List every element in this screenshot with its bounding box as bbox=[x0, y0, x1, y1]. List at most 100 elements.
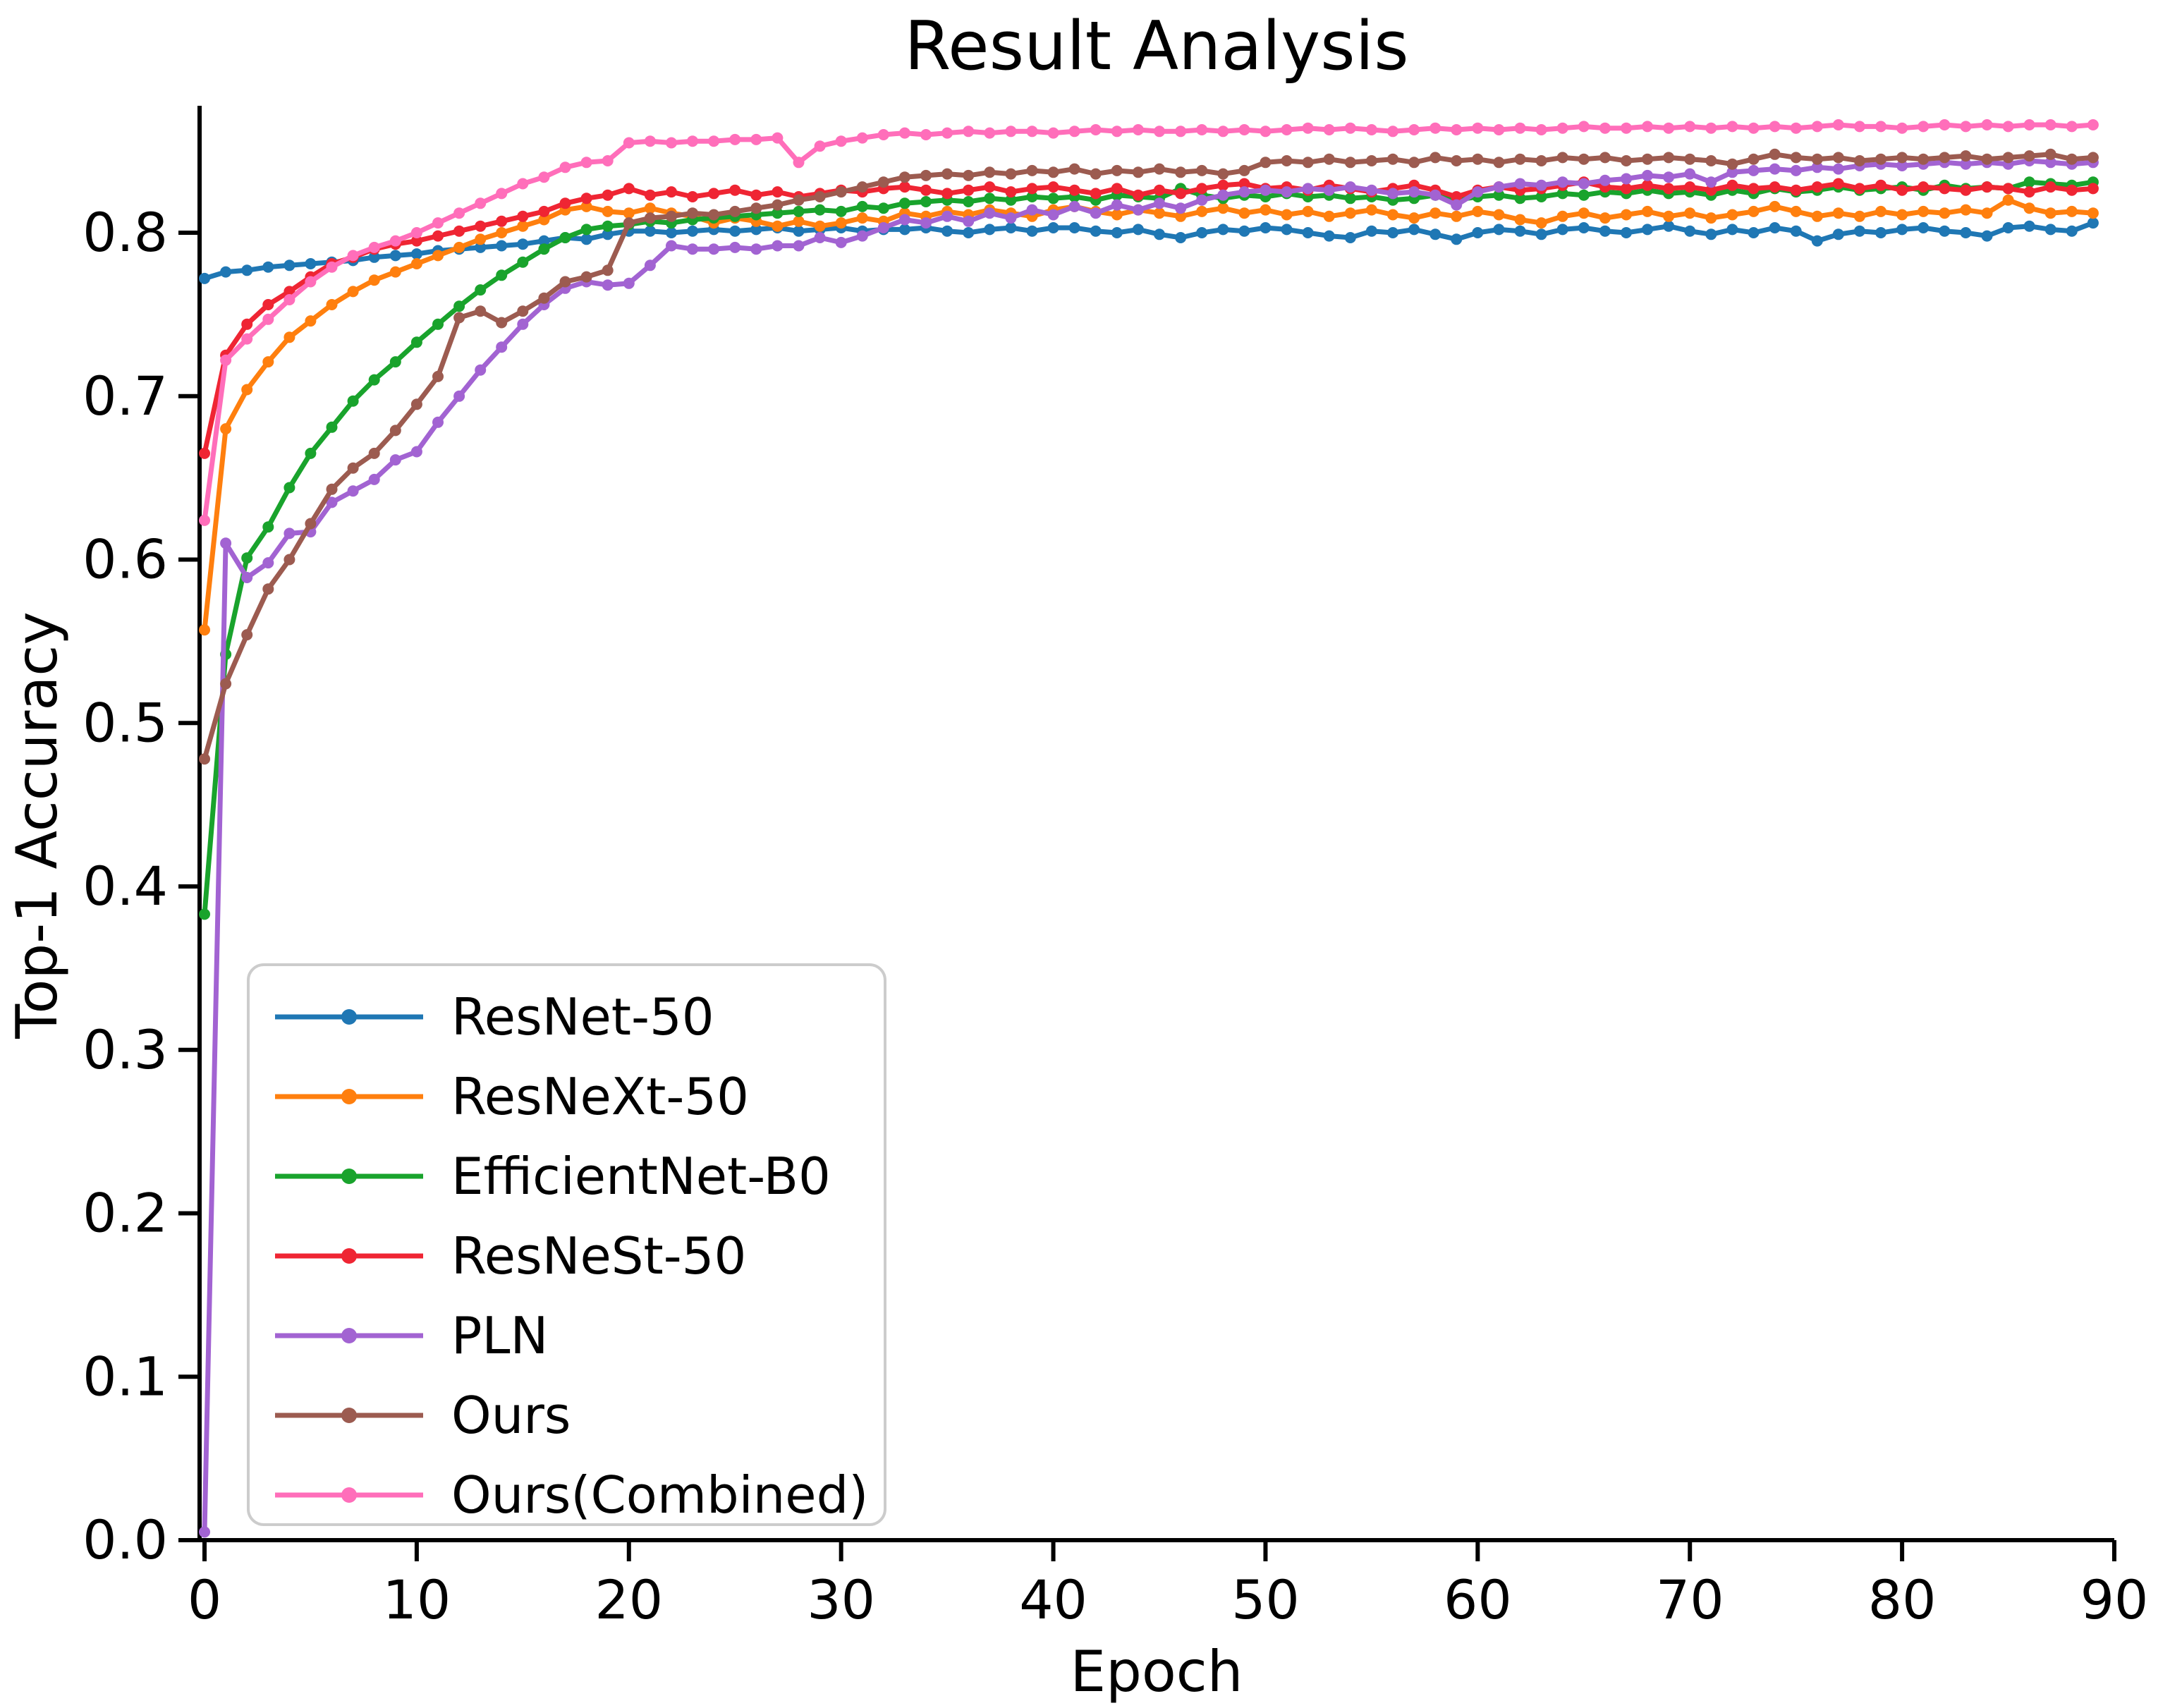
y-tick-label-8: 0.8 bbox=[83, 201, 168, 264]
y-tick-label-3: 0.3 bbox=[83, 1018, 168, 1081]
series-marker bbox=[1832, 119, 1844, 130]
series-marker bbox=[1811, 153, 1823, 165]
series-marker bbox=[347, 462, 359, 474]
series-marker bbox=[389, 235, 401, 247]
series-marker bbox=[1217, 202, 1229, 214]
series-marker bbox=[1514, 122, 1526, 134]
series-marker bbox=[284, 260, 295, 272]
series-marker bbox=[856, 230, 868, 242]
series-marker bbox=[1005, 212, 1017, 224]
series-marker bbox=[410, 398, 422, 410]
series-marker bbox=[1535, 179, 1547, 191]
series-marker bbox=[305, 315, 317, 327]
series-marker bbox=[772, 240, 784, 252]
series-marker bbox=[1238, 124, 1250, 135]
series-marker bbox=[517, 256, 529, 268]
series-marker bbox=[1621, 183, 1632, 195]
series-marker bbox=[1684, 168, 1696, 180]
series-marker bbox=[687, 225, 698, 237]
series-marker bbox=[475, 284, 487, 296]
series-marker bbox=[368, 374, 380, 386]
series-marker bbox=[1344, 232, 1356, 243]
series-marker bbox=[2087, 217, 2099, 229]
series-marker bbox=[1896, 224, 1908, 236]
series-marker bbox=[368, 241, 380, 253]
series-marker bbox=[729, 241, 741, 253]
series-marker bbox=[750, 202, 762, 214]
series-marker bbox=[1748, 122, 1760, 134]
series-marker bbox=[1365, 204, 1377, 216]
legend-label: Ours(Combined) bbox=[451, 1465, 868, 1525]
series-marker bbox=[517, 178, 529, 190]
series-marker bbox=[559, 276, 571, 288]
series-marker bbox=[475, 220, 487, 232]
series-marker bbox=[241, 318, 253, 330]
series-marker bbox=[1981, 181, 1993, 193]
series-marker bbox=[898, 171, 910, 183]
series-marker bbox=[2044, 157, 2056, 169]
x-tick-label-8: 80 bbox=[1868, 1568, 1937, 1631]
series-marker bbox=[1578, 222, 1590, 233]
series-marker bbox=[2002, 183, 2014, 195]
series-marker bbox=[1005, 222, 1017, 233]
series-marker bbox=[1005, 194, 1017, 206]
series-marker bbox=[1684, 153, 1696, 165]
series-marker bbox=[644, 225, 656, 237]
series-marker bbox=[496, 215, 508, 227]
series-marker bbox=[389, 356, 401, 368]
series-marker bbox=[2023, 202, 2035, 214]
series-marker bbox=[1981, 119, 1993, 130]
series-marker bbox=[814, 220, 826, 232]
series-marker bbox=[1726, 158, 1738, 170]
series-marker bbox=[1748, 153, 1760, 165]
series-marker bbox=[623, 183, 635, 195]
series-marker bbox=[772, 186, 784, 198]
series-marker bbox=[1005, 126, 1017, 138]
series-marker bbox=[1769, 222, 1781, 233]
series-marker bbox=[1621, 155, 1632, 166]
series-marker bbox=[666, 240, 677, 252]
series-marker bbox=[772, 207, 784, 219]
series-marker bbox=[1514, 214, 1526, 226]
series-marker bbox=[1387, 227, 1398, 238]
series-marker bbox=[984, 127, 996, 139]
series-marker bbox=[835, 205, 847, 217]
series-marker bbox=[772, 199, 784, 211]
series-marker bbox=[241, 333, 253, 345]
series-marker bbox=[517, 318, 529, 330]
series-marker bbox=[517, 305, 529, 317]
series-marker bbox=[1387, 153, 1398, 165]
series-marker bbox=[1302, 205, 1314, 217]
series-marker bbox=[1175, 202, 1187, 214]
series-marker bbox=[1111, 183, 1123, 195]
series-marker bbox=[580, 233, 592, 245]
series-marker bbox=[1323, 210, 1335, 222]
series-marker bbox=[1196, 124, 1208, 135]
series-marker bbox=[644, 189, 656, 201]
series-marker bbox=[1663, 220, 1675, 232]
series-marker bbox=[1684, 207, 1696, 219]
series-marker bbox=[1726, 209, 1738, 221]
series-marker bbox=[559, 161, 571, 173]
series-marker bbox=[729, 205, 741, 217]
series-marker bbox=[262, 356, 274, 368]
series-marker bbox=[1663, 171, 1675, 183]
y-tick-label-7: 0.7 bbox=[83, 365, 168, 427]
series-marker bbox=[1748, 227, 1760, 238]
series-marker bbox=[1918, 121, 1930, 133]
series-marker bbox=[1556, 188, 1568, 200]
series-marker bbox=[687, 243, 698, 255]
series-marker bbox=[1430, 207, 1441, 219]
axes bbox=[197, 106, 2114, 1542]
series-marker bbox=[410, 227, 422, 238]
legend-swatch-marker bbox=[341, 1487, 357, 1503]
series-marker bbox=[1769, 163, 1781, 175]
series-marker bbox=[984, 207, 996, 219]
series-marker bbox=[326, 261, 338, 273]
series-marker bbox=[2066, 205, 2078, 217]
series-marker bbox=[729, 225, 741, 237]
series-marker bbox=[1430, 122, 1441, 134]
series-marker bbox=[1832, 152, 1844, 164]
legend-item-ResNet-50: ResNet-50 bbox=[275, 987, 714, 1047]
series-marker bbox=[1875, 179, 1886, 191]
